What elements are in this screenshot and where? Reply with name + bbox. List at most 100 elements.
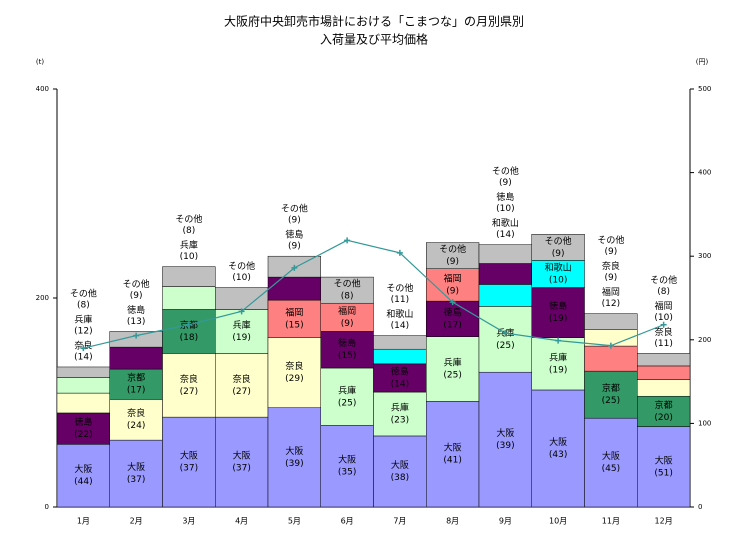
y2-tick-label: 200 xyxy=(698,336,711,344)
x-tick-label: 4月 xyxy=(235,517,248,526)
segment-name: 兵庫 xyxy=(444,357,462,369)
segment-share: (17) xyxy=(127,386,145,396)
segment-share: (9) xyxy=(446,286,459,296)
segment-share: (24) xyxy=(127,421,145,431)
segment-name: 福岡 xyxy=(285,306,303,318)
segment-name: その他 xyxy=(123,278,150,290)
segment-share: (18) xyxy=(180,333,198,343)
segment-name: 兵庫 xyxy=(391,401,409,413)
bar-segment xyxy=(162,309,216,354)
segment-share: (17) xyxy=(443,320,461,330)
segment-name: 大阪 xyxy=(444,442,462,454)
price-marker xyxy=(344,237,351,244)
bar-segment xyxy=(267,337,321,408)
bar-segment xyxy=(267,299,321,338)
chart-subtitle: 入荷量及び平均価格 xyxy=(320,32,428,47)
segment-share: (29) xyxy=(285,374,303,384)
segment-name: 和歌山 xyxy=(492,217,519,229)
segment-share: (23) xyxy=(391,415,409,425)
segment-share: (9) xyxy=(605,247,618,257)
segment-share: (37) xyxy=(180,464,198,474)
chart-title: 大阪府中央卸売市場計における「こまつな」の月別県別 xyxy=(224,14,524,29)
segment-name: 徳島 xyxy=(496,191,514,203)
segment-share: (10) xyxy=(549,275,567,285)
segment-share: (9) xyxy=(552,249,565,259)
segment-name: その他 xyxy=(545,235,572,247)
segment-name: 大阪 xyxy=(180,450,198,462)
x-tick-label: 5月 xyxy=(288,517,301,526)
segment-share: (37) xyxy=(127,475,145,485)
bar-segment xyxy=(162,266,216,287)
segment-name: 大阪 xyxy=(655,454,673,466)
segment-name: その他 xyxy=(228,260,255,272)
segment-name: その他 xyxy=(175,213,202,225)
x-tick-label: 11月 xyxy=(602,517,620,526)
bar-segment xyxy=(637,365,691,380)
segment-name: 京都 xyxy=(127,372,145,384)
segment-name: その他 xyxy=(334,278,361,290)
price-marker xyxy=(396,249,403,256)
segment-name: 大阪 xyxy=(74,463,92,475)
bar-segment xyxy=(531,234,585,261)
price-marker xyxy=(133,332,140,339)
segment-name: その他 xyxy=(439,243,466,255)
bar-segment xyxy=(215,353,269,418)
y2-tick-label: 100 xyxy=(698,419,711,427)
segment-name: 徳島 xyxy=(127,304,145,316)
segment-share: (41) xyxy=(443,456,461,466)
bar-segment xyxy=(56,444,110,508)
bar-segment xyxy=(531,389,585,508)
segment-name: 福岡 xyxy=(602,286,620,298)
y-tick-label: 400 xyxy=(36,85,49,93)
x-tick-label: 6月 xyxy=(341,517,354,526)
segment-name: 和歌山 xyxy=(386,308,413,320)
price-line xyxy=(83,239,664,349)
segment-share: (8) xyxy=(341,292,354,302)
segment-name: 大阪 xyxy=(602,450,620,462)
y2-axis-unit: (円) xyxy=(696,58,709,66)
segment-name: 京都 xyxy=(655,399,673,411)
segment-share: (51) xyxy=(654,468,672,478)
segment-share: (25) xyxy=(338,398,356,408)
price-marker xyxy=(555,337,562,344)
segment-share: (35) xyxy=(338,468,356,478)
bar-segment xyxy=(426,242,480,269)
segment-name: 奈良 xyxy=(602,260,620,272)
segment-name: その他 xyxy=(281,203,308,215)
bar-segment xyxy=(478,244,532,264)
segment-name: 大阪 xyxy=(233,450,251,462)
bar-segment xyxy=(320,331,374,369)
bar-segment xyxy=(162,416,216,508)
segment-name: その他 xyxy=(386,282,413,294)
bar-segment xyxy=(637,395,691,427)
segment-share: (14) xyxy=(391,379,409,389)
bar-segment xyxy=(373,391,427,437)
bar-segment xyxy=(637,353,691,367)
segment-name: 兵庫 xyxy=(233,319,251,331)
segment-name: 奈良 xyxy=(180,373,198,385)
bar-segment xyxy=(584,313,638,330)
segment-share: (9) xyxy=(130,291,143,301)
bar-segment xyxy=(584,345,638,372)
bar-segment xyxy=(478,371,532,508)
segment-name: 奈良 xyxy=(655,326,673,338)
segment-name: 兵庫 xyxy=(74,313,92,325)
segment-share: (45) xyxy=(602,464,620,474)
segment-share: (43) xyxy=(549,450,567,460)
segment-name: 大阪 xyxy=(285,445,303,457)
bar-segment xyxy=(373,335,427,350)
segment-share: (12) xyxy=(602,299,620,309)
segment-share: (8) xyxy=(657,287,670,297)
segment-name: 徳島 xyxy=(391,365,409,377)
price-marker xyxy=(185,321,192,328)
segment-share: (25) xyxy=(496,341,514,351)
segment-name: 大阪 xyxy=(496,427,514,439)
segment-name: 和歌山 xyxy=(545,261,572,273)
bar-segment xyxy=(584,370,638,419)
segment-share: (11) xyxy=(654,339,672,349)
y-axis-unit: (t) xyxy=(36,58,44,66)
segment-name: 奈良 xyxy=(233,373,251,385)
bar-segment xyxy=(320,302,374,332)
segment-share: (14) xyxy=(74,352,92,362)
